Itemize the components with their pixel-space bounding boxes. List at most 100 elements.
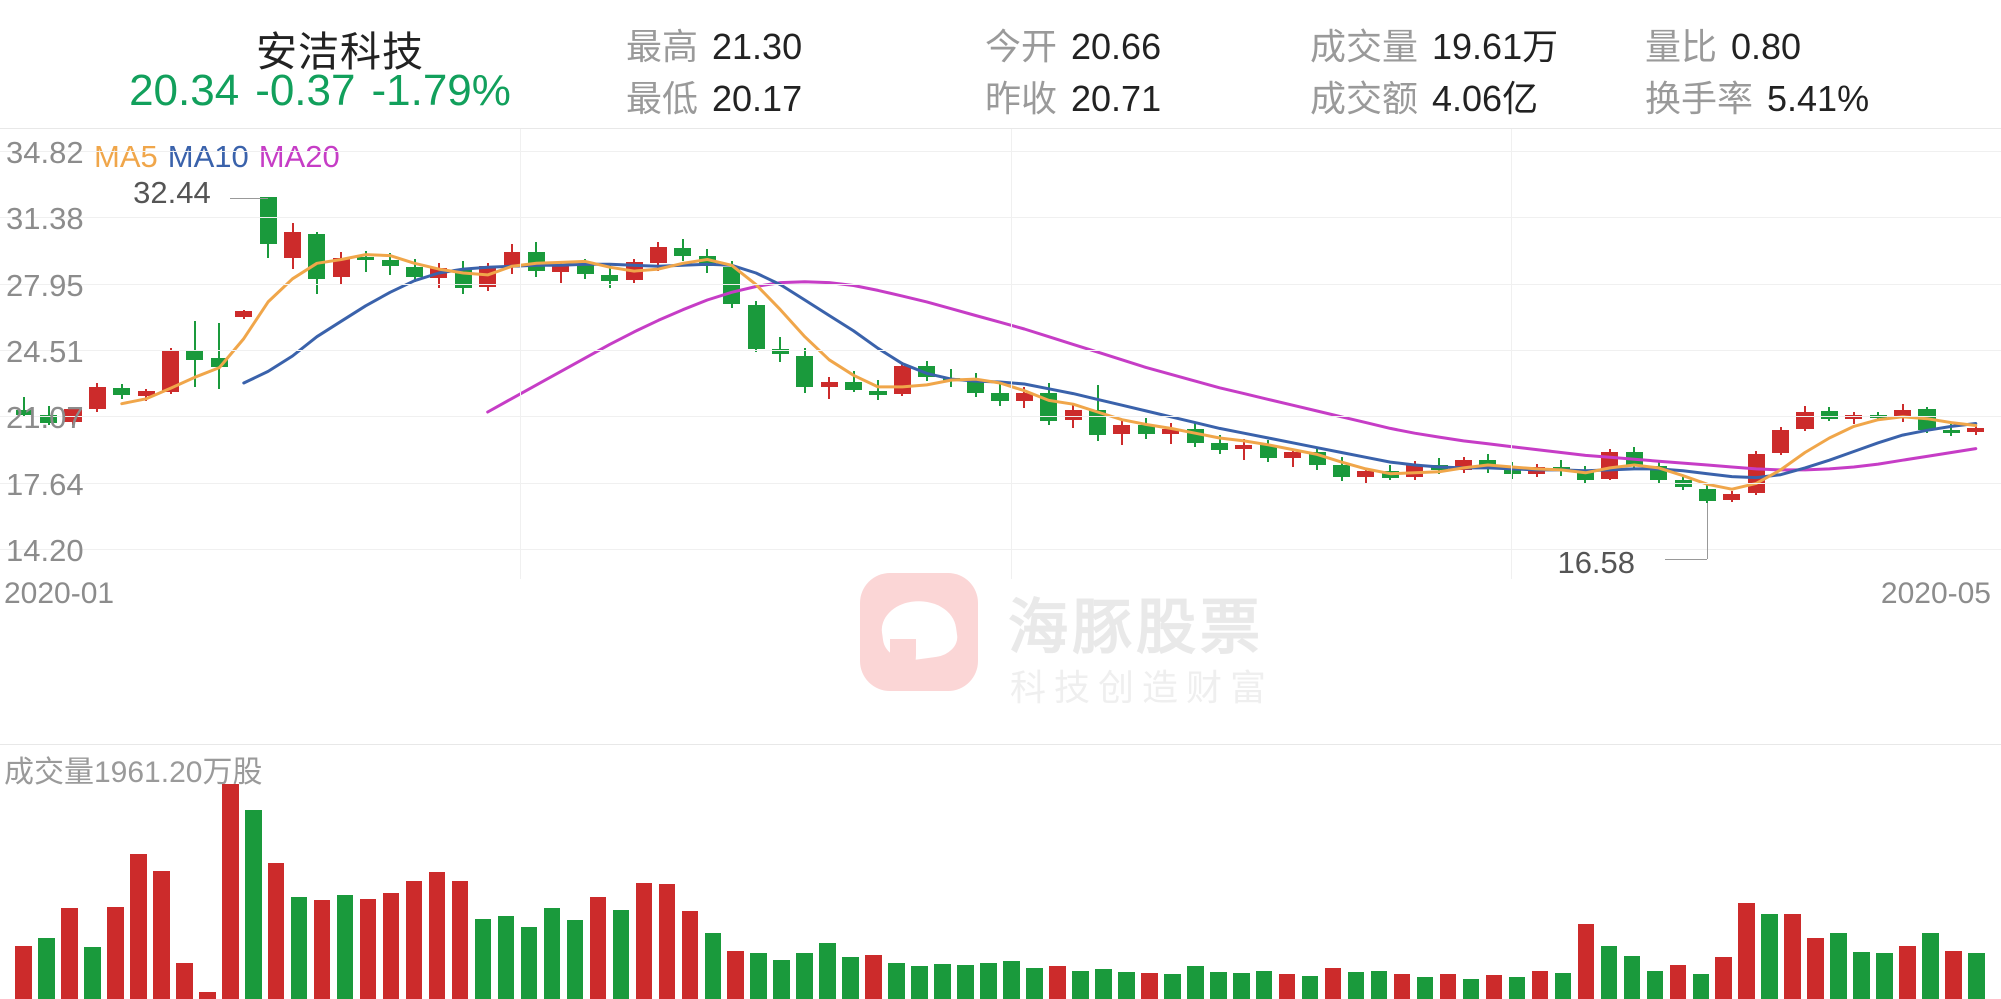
candle-body — [357, 256, 375, 261]
volume-bar — [107, 906, 124, 999]
price-chart-pane[interactable]: MA5 MA10 MA20 34.82 31.38 27.95 24.51 21.07 17.… — [0, 128, 2001, 716]
candle-body — [88, 386, 106, 410]
volume-bar — [1370, 970, 1388, 999]
candle-body — [308, 234, 326, 279]
candle-body — [747, 304, 765, 350]
volume-bar — [1715, 957, 1733, 999]
volume-bar — [1393, 973, 1411, 999]
volume-bar — [1164, 973, 1181, 999]
volume-bar — [1462, 979, 1480, 999]
stat-volume-label: 成交量 — [1310, 26, 1419, 67]
candle-body — [284, 232, 302, 259]
stat-turnover-amount-label: 成交额 — [1310, 78, 1419, 119]
volume-bar — [359, 899, 377, 999]
stat-turnover-rate-value: 5.41% — [1767, 78, 1870, 119]
volume-bar — [681, 911, 699, 999]
volume-bar — [1807, 937, 1824, 999]
volume-chart-pane[interactable]: 成交量1961.20万股 — [0, 744, 2001, 999]
stat-open-value: 20.66 — [1071, 26, 1162, 67]
volume-bar — [612, 910, 630, 999]
candle-body — [918, 365, 936, 378]
watermark: 海豚股票 科技创造财富 — [860, 567, 1280, 708]
candle-body — [186, 351, 204, 360]
volume-bar — [1416, 977, 1434, 999]
volume-bar — [1738, 902, 1755, 999]
candle-body — [1454, 460, 1473, 470]
candle-body — [1113, 424, 1131, 435]
candle-body — [991, 392, 1009, 402]
volume-bar — [84, 947, 101, 999]
volume-bar — [1255, 970, 1273, 999]
volume-bar — [819, 943, 836, 999]
candle-body — [1211, 442, 1229, 450]
candle-body — [1186, 429, 1204, 443]
volume-bar — [1784, 913, 1801, 999]
candle-body — [15, 410, 33, 415]
candle-body — [454, 269, 472, 289]
stock-header: 安洁科技 20.34 -0.37 -1.79% 最高 21.30 最低 20.17 今开… — [0, 0, 2001, 128]
price-gridline — [0, 549, 2001, 550]
volume-bar — [750, 952, 767, 999]
candle-wick — [1242, 438, 1245, 461]
stat-turnover-amount: 成交额 4.06亿 — [1310, 70, 1538, 122]
volume-bar — [1003, 960, 1020, 999]
volume-bar — [1026, 968, 1043, 999]
stat-volume-ratio-value: 0.80 — [1731, 26, 1802, 67]
volume-bar — [336, 894, 354, 999]
price-y-tick-label: 17.64 — [6, 466, 84, 502]
volume-bar — [1922, 933, 1939, 999]
x-axis-label-end: 2020-05 — [1880, 577, 1991, 610]
price-vertical-gridline — [520, 129, 521, 579]
volume-bar — [589, 897, 607, 999]
volume-bar — [704, 933, 722, 999]
candle-body — [259, 196, 277, 245]
candle-body — [235, 310, 253, 318]
candle-body — [1284, 452, 1302, 459]
volume-bar — [290, 897, 308, 999]
price-y-tick-label: 21.07 — [6, 400, 84, 436]
price-gridline — [0, 350, 2001, 351]
candle-body — [552, 264, 570, 273]
volume-bar — [1830, 933, 1847, 999]
price-gridline — [0, 151, 2001, 152]
watermark-title: 海豚股票 — [1008, 594, 1264, 661]
volume-bar — [1853, 951, 1870, 999]
volume-bar — [1141, 972, 1158, 999]
candle-body — [1528, 466, 1546, 474]
volume-bar — [474, 918, 492, 999]
candle-body — [113, 387, 131, 395]
volume-bar — [1554, 972, 1572, 999]
volume-bar — [130, 854, 147, 999]
volume-bar — [911, 966, 928, 999]
candle-body — [162, 351, 180, 392]
stat-prevclose: 昨收 20.71 — [985, 70, 1161, 122]
volume-bar — [1049, 966, 1066, 999]
volume-bar — [405, 880, 423, 999]
stat-prevclose-label: 昨收 — [985, 78, 1058, 119]
candle-body — [698, 255, 716, 267]
stat-low: 最低 20.17 — [626, 70, 802, 122]
candle-body — [1089, 410, 1107, 436]
candle-body — [64, 409, 82, 422]
volume-bar — [980, 962, 997, 999]
candle-body — [1625, 451, 1643, 466]
candle-body — [430, 268, 448, 278]
candle-body — [893, 365, 911, 394]
volume-bar — [635, 882, 653, 999]
volume-bar — [1646, 970, 1664, 999]
price-vertical-gridline — [1011, 129, 1012, 579]
price-vertical-gridline — [1511, 129, 1512, 579]
stat-turnover-rate: 换手率 5.41% — [1645, 70, 1869, 122]
candle-body — [1259, 444, 1277, 459]
volume-bar — [1210, 971, 1227, 999]
candle-body — [576, 264, 594, 274]
candle-body — [1479, 460, 1497, 469]
candle-body — [1772, 430, 1790, 454]
candle-body — [137, 390, 155, 396]
price-y-tick-label: 27.95 — [6, 267, 84, 303]
ma20-line — [486, 280, 1978, 472]
volume-bar — [773, 959, 790, 999]
candle-wick — [218, 323, 221, 389]
stat-open-label: 今开 — [985, 26, 1058, 67]
candle-body — [1552, 466, 1570, 471]
